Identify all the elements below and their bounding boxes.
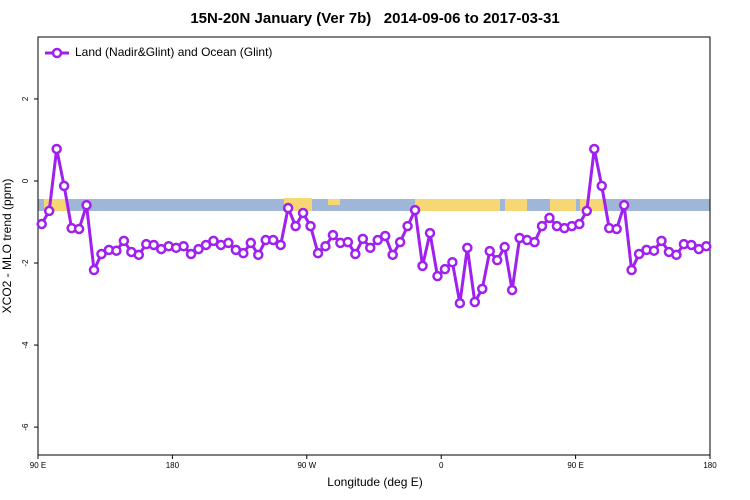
data-point xyxy=(51,143,62,155)
data-point xyxy=(618,199,630,211)
data-point xyxy=(245,237,257,249)
data-point xyxy=(297,207,309,219)
data-point xyxy=(327,229,339,241)
data-point xyxy=(282,202,294,214)
data-point xyxy=(43,205,55,217)
y-tick-label: 2 xyxy=(21,96,30,101)
data-point xyxy=(633,248,645,260)
data-point xyxy=(58,180,70,192)
data-point xyxy=(589,143,600,155)
data-point xyxy=(118,235,130,247)
data-point xyxy=(208,235,219,247)
land-ocean-band xyxy=(38,198,710,211)
data-point xyxy=(581,205,593,217)
data-point xyxy=(491,254,503,266)
data-point xyxy=(439,263,451,275)
data-point xyxy=(81,199,92,211)
land-patch xyxy=(505,199,527,211)
y-tick-label: -4 xyxy=(21,341,30,349)
data-point xyxy=(529,236,540,248)
data-point xyxy=(469,296,481,308)
data-point xyxy=(290,220,301,232)
data-point xyxy=(656,235,667,247)
data-point xyxy=(484,245,495,257)
data-point xyxy=(238,247,249,259)
data-point xyxy=(200,239,212,251)
data-point xyxy=(133,249,145,261)
x-tick-label: 0 xyxy=(439,461,444,470)
data-point xyxy=(148,239,159,251)
data-point xyxy=(223,237,234,249)
data-point xyxy=(462,242,473,254)
data-point xyxy=(387,249,398,261)
data-point xyxy=(648,245,660,256)
data-point xyxy=(409,204,421,216)
data-point xyxy=(454,297,466,309)
y-axis-label: XCO2 - MLO trend (ppm) xyxy=(0,179,14,314)
data-point xyxy=(424,227,436,239)
data-point xyxy=(178,240,189,252)
data-point xyxy=(73,223,85,235)
data-point xyxy=(506,284,518,296)
data-point xyxy=(305,220,316,232)
data-point xyxy=(357,233,369,245)
data-point xyxy=(432,270,443,282)
x-tick-label: 180 xyxy=(166,461,180,470)
data-point xyxy=(96,248,107,260)
y-tick-label: -6 xyxy=(21,423,30,431)
data-point xyxy=(686,239,697,251)
data-point xyxy=(574,218,585,230)
data-point xyxy=(447,256,458,268)
data-point xyxy=(417,260,428,272)
data-point xyxy=(671,249,682,261)
data-point xyxy=(611,223,622,235)
data-point xyxy=(477,283,488,295)
ocean-band xyxy=(38,199,710,211)
x-axis-label: Longitude (deg E) xyxy=(327,475,422,489)
x-tick-label: 90 E xyxy=(567,461,583,470)
data-point xyxy=(36,218,47,230)
data-point xyxy=(88,264,100,276)
y-tick-label: -2 xyxy=(21,259,30,267)
data-point xyxy=(267,234,279,246)
data-point xyxy=(394,236,406,248)
x-tick-label: 90 W xyxy=(297,461,316,470)
data-point xyxy=(701,240,712,252)
data-point xyxy=(320,240,331,252)
y-tick-label: 0 xyxy=(21,178,30,183)
data-point xyxy=(312,247,324,259)
data-point xyxy=(372,234,383,246)
data-point xyxy=(350,248,361,260)
data-point xyxy=(111,245,122,256)
data-point xyxy=(253,249,264,261)
data-point xyxy=(596,180,607,192)
land-patch xyxy=(415,199,500,211)
data-point xyxy=(379,230,391,242)
x-tick-label: 90 E xyxy=(30,461,46,470)
chart-title: 15N-20N January (Ver 7b) 2014-09-06 to 2… xyxy=(190,10,559,27)
legend-label: Land (Nadir&Glint) and Ocean (Glint) xyxy=(75,45,272,59)
data-point xyxy=(536,220,548,232)
legend-marker xyxy=(51,47,63,59)
land-patch xyxy=(328,199,340,205)
data-point xyxy=(499,241,510,253)
x-tick-label: 180 xyxy=(703,461,717,470)
data-point xyxy=(402,220,413,232)
data-point xyxy=(275,239,286,251)
data-point xyxy=(544,212,555,224)
data-point xyxy=(193,243,204,255)
data-point xyxy=(365,242,376,254)
land-patch xyxy=(550,199,576,211)
data-point xyxy=(342,236,354,248)
data-point xyxy=(185,248,197,260)
data-point xyxy=(626,264,637,276)
